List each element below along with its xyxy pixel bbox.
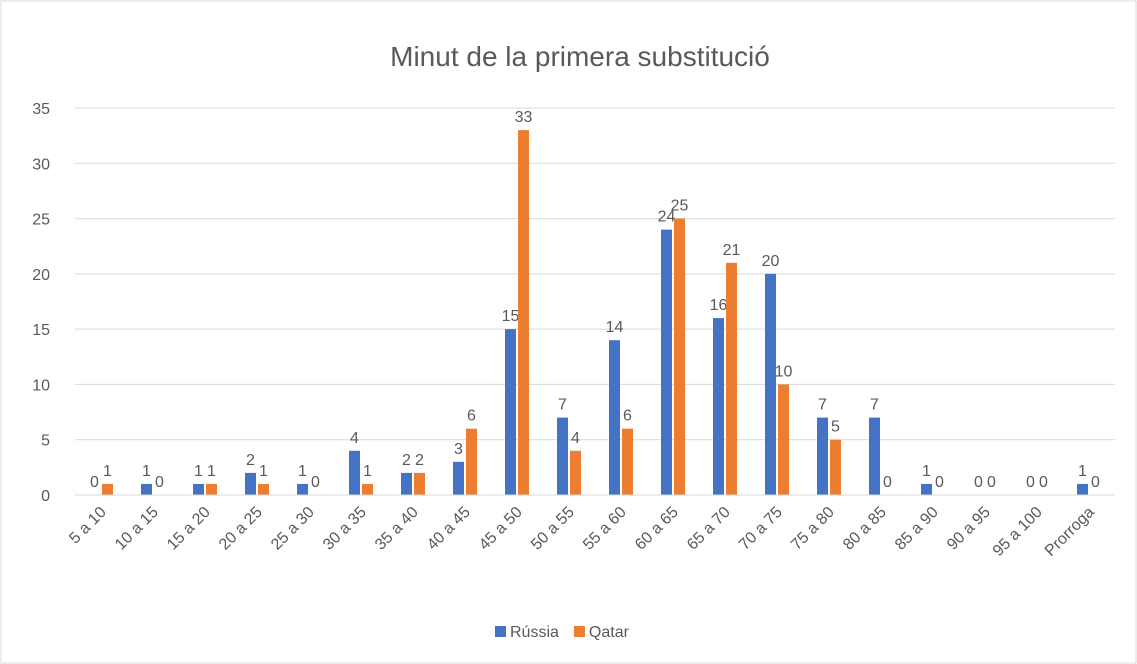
y-tick-label: 25 (32, 212, 50, 229)
y-tick-label: 30 (32, 156, 50, 173)
data-label: 1 (298, 463, 307, 480)
data-label: 6 (467, 408, 476, 425)
bar (466, 428, 477, 495)
data-label: 6 (623, 408, 632, 425)
legend-swatch (573, 626, 585, 637)
bar (414, 472, 425, 495)
data-label: 5 (831, 419, 840, 436)
data-label: 1 (363, 463, 372, 480)
chart-title: Minut de la primera substitució (390, 41, 770, 72)
data-label: 4 (350, 430, 359, 447)
data-label: 7 (818, 397, 827, 414)
bar (453, 461, 464, 495)
data-label: 0 (1026, 474, 1035, 491)
data-label: 0 (90, 474, 99, 491)
bar (141, 483, 152, 495)
y-tick-label: 35 (32, 101, 50, 118)
bar (505, 329, 516, 495)
bar (206, 483, 217, 495)
bar (245, 472, 256, 495)
data-label: 0 (311, 474, 320, 491)
bar (765, 273, 776, 495)
bar (258, 483, 269, 495)
y-tick-label: 5 (41, 433, 50, 450)
data-label: 7 (558, 397, 567, 414)
data-label: 2 (415, 452, 424, 469)
bar (830, 439, 841, 495)
y-tick-label: 15 (32, 322, 50, 339)
bar (362, 483, 373, 495)
bar (401, 472, 412, 495)
bar (674, 218, 685, 496)
data-label: 4 (571, 430, 580, 447)
data-label: 24 (658, 209, 676, 226)
bar (1077, 483, 1088, 495)
bar (297, 483, 308, 495)
bar (570, 450, 581, 495)
bar (622, 428, 633, 495)
legend-label: Qatar (589, 624, 630, 641)
bar (726, 262, 737, 495)
bar (921, 483, 932, 495)
data-label: 1 (142, 463, 151, 480)
bar (778, 384, 789, 495)
data-label: 0 (155, 474, 164, 491)
data-label: 1 (259, 463, 268, 480)
data-label: 15 (502, 308, 520, 325)
data-label: 2 (402, 452, 411, 469)
bar (557, 417, 568, 495)
legend-label: Rússia (510, 624, 559, 641)
data-label: 14 (606, 319, 624, 336)
bar (713, 318, 724, 495)
data-label: 10 (775, 363, 793, 380)
data-label: 33 (515, 109, 533, 126)
bar (817, 417, 828, 495)
data-label: 0 (883, 474, 892, 491)
bar (661, 229, 672, 495)
data-label: 1 (207, 463, 216, 480)
y-tick-label: 20 (32, 267, 50, 284)
bar (609, 340, 620, 495)
data-label: 0 (1039, 474, 1048, 491)
data-label: 25 (671, 198, 689, 215)
bar (349, 450, 360, 495)
data-label: 7 (870, 397, 879, 414)
data-label: 1 (922, 463, 931, 480)
bar (193, 483, 204, 495)
data-label: 0 (987, 474, 996, 491)
data-label: 1 (1078, 463, 1087, 480)
bar (518, 130, 529, 495)
data-label: 21 (723, 242, 741, 259)
bar (102, 483, 113, 495)
data-label: 16 (710, 297, 728, 314)
data-label: 1 (103, 463, 112, 480)
data-label: 0 (974, 474, 983, 491)
bar (869, 417, 880, 495)
data-label: 2 (246, 452, 255, 469)
data-label: 1 (194, 463, 203, 480)
data-label: 0 (935, 474, 944, 491)
legend-swatch (495, 626, 506, 637)
data-label: 0 (1091, 474, 1100, 491)
data-label: 20 (762, 253, 780, 270)
y-tick-label: 10 (32, 377, 50, 394)
y-tick-label: 0 (41, 488, 50, 505)
data-label: 3 (454, 441, 463, 458)
